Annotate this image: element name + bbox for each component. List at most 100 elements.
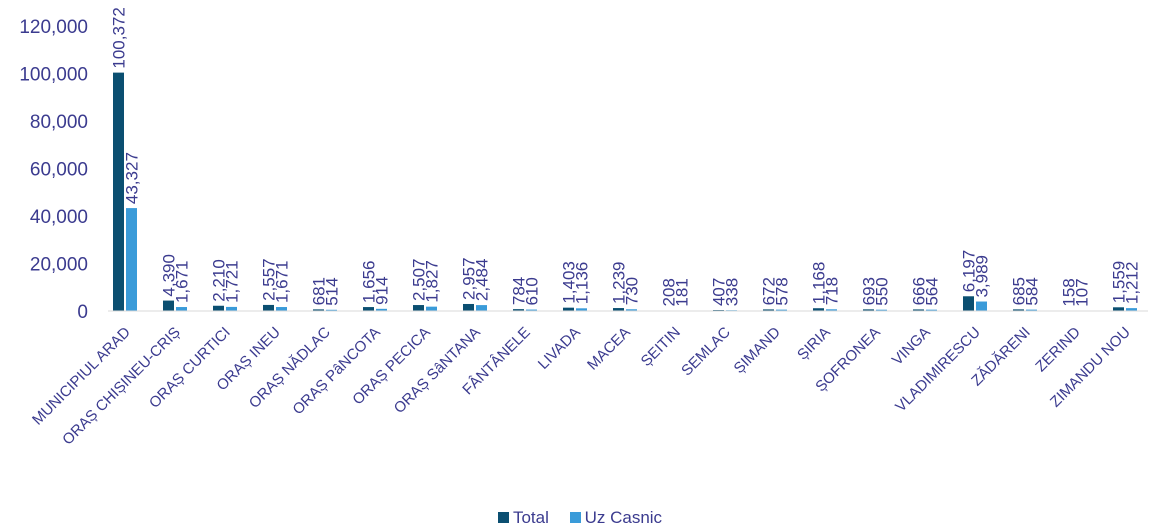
bar-total bbox=[563, 307, 574, 311]
data-label-total: 2,957 bbox=[460, 257, 479, 300]
bar-uz-casnic bbox=[426, 306, 437, 311]
data-label-total: 100,372 bbox=[110, 7, 129, 68]
data-label-total: 2,210 bbox=[210, 259, 229, 302]
data-label-total: 158 bbox=[1060, 278, 1079, 306]
x-tick-label: ȘIMAND bbox=[731, 324, 784, 377]
bar-total bbox=[313, 309, 324, 311]
bar-total bbox=[813, 308, 824, 311]
bar-total bbox=[513, 309, 524, 311]
bar-uz-casnic bbox=[326, 309, 337, 311]
data-label-uz-casnic: 564 bbox=[923, 277, 942, 305]
data-label-uz-casnic: 181 bbox=[673, 278, 692, 306]
legend-swatch-total bbox=[497, 512, 509, 523]
bar-uz-casnic bbox=[576, 308, 587, 311]
bars bbox=[113, 72, 1137, 311]
bar-uz-casnic bbox=[226, 306, 237, 311]
y-tick-label: 40,000 bbox=[30, 207, 88, 228]
bar-uz-casnic bbox=[1026, 309, 1037, 311]
bar-uz-casnic bbox=[926, 309, 937, 311]
bar-uz-casnic bbox=[276, 307, 287, 311]
data-label-uz-casnic: 550 bbox=[873, 277, 892, 305]
bar-uz-casnic bbox=[876, 309, 887, 311]
data-label-total: 407 bbox=[710, 278, 729, 306]
data-label-total: 6,197 bbox=[960, 250, 979, 293]
data-label-uz-casnic: 338 bbox=[723, 278, 742, 306]
y-tick-label: 20,000 bbox=[30, 255, 88, 276]
bar-total bbox=[1013, 309, 1024, 311]
legend: Total Uz Casnic bbox=[0, 508, 1160, 528]
legend-swatch-uz-casnic bbox=[569, 512, 581, 523]
data-label-total: 693 bbox=[860, 277, 879, 305]
bar-uz-casnic bbox=[626, 309, 637, 311]
data-label-total: 1,656 bbox=[360, 261, 379, 304]
data-label-uz-casnic: 43,327 bbox=[123, 152, 142, 204]
bar-total bbox=[163, 300, 174, 311]
data-label-uz-casnic: 718 bbox=[823, 277, 842, 305]
bar-uz-casnic bbox=[776, 309, 787, 311]
bar-uz-casnic bbox=[526, 309, 537, 311]
data-label-uz-casnic: 2,484 bbox=[473, 259, 492, 302]
data-label-uz-casnic: 914 bbox=[373, 276, 392, 304]
data-label-total: 784 bbox=[510, 277, 529, 305]
data-label-uz-casnic: 578 bbox=[773, 277, 792, 305]
bar-chart: 020,00040,00060,00080,000100,000120,000 … bbox=[19, 7, 1148, 448]
x-tick-label: VINGA bbox=[889, 324, 934, 369]
bar-uz-casnic bbox=[376, 308, 387, 311]
data-label-uz-casnic: 1,671 bbox=[173, 260, 192, 303]
data-label-uz-casnic: 1,136 bbox=[573, 262, 592, 305]
data-label-total: 681 bbox=[310, 277, 329, 305]
x-tick-label: ȘEITIN bbox=[638, 324, 684, 370]
y-tick-label: 80,000 bbox=[30, 112, 88, 133]
bar-total bbox=[913, 309, 924, 311]
data-label-uz-casnic: 610 bbox=[523, 277, 542, 305]
x-tick-label: ȘIRIA bbox=[794, 324, 834, 364]
y-tick-label: 120,000 bbox=[19, 17, 88, 38]
data-label-uz-casnic: 1,671 bbox=[273, 260, 292, 303]
y-tick-label: 60,000 bbox=[30, 160, 88, 181]
data-label-total: 1,168 bbox=[810, 262, 829, 305]
bar-uz-casnic bbox=[126, 208, 137, 311]
data-label-total: 1,559 bbox=[1110, 261, 1129, 304]
bar-total bbox=[863, 309, 874, 311]
bar-total bbox=[963, 296, 974, 311]
data-label-total: 2,557 bbox=[260, 258, 279, 301]
legend-item-total: Total bbox=[497, 508, 549, 528]
data-label-total: 1,239 bbox=[610, 262, 629, 305]
y-tick-label: 0 bbox=[77, 302, 88, 323]
bar-total bbox=[263, 304, 274, 311]
x-tick-label: MACEA bbox=[584, 324, 634, 374]
x-tick-label: SEMLAC bbox=[678, 324, 734, 380]
data-label-total: 672 bbox=[760, 277, 779, 305]
bar-uz-casnic bbox=[1126, 308, 1137, 311]
bar-total bbox=[413, 305, 424, 311]
data-label-total: 685 bbox=[1010, 277, 1029, 305]
x-tick-label: LIVADA bbox=[535, 324, 584, 373]
data-label-uz-casnic: 1,827 bbox=[423, 260, 442, 303]
data-label-uz-casnic: 1,212 bbox=[1123, 262, 1142, 305]
data-label-uz-casnic: 730 bbox=[623, 277, 642, 305]
data-label-uz-casnic: 584 bbox=[1023, 277, 1042, 305]
legend-item-uz-casnic: Uz Casnic bbox=[569, 508, 663, 528]
x-tick-label: ORAȘ PâNCOTA bbox=[289, 324, 383, 418]
bar-total bbox=[763, 309, 774, 311]
bar-total bbox=[613, 308, 624, 311]
bar-total bbox=[113, 72, 124, 311]
bar-uz-casnic bbox=[976, 301, 987, 311]
data-label-uz-casnic: 1,721 bbox=[223, 260, 242, 303]
data-label-total: 1,403 bbox=[560, 261, 579, 304]
data-label-uz-casnic: 514 bbox=[323, 277, 342, 305]
data-label-total: 666 bbox=[910, 277, 929, 305]
y-tick-label: 100,000 bbox=[19, 65, 88, 86]
y-axis: 0 20,000 40,000 60,000 80,000 100,000 120,000 bbox=[19, 17, 88, 323]
data-label-total: 2,507 bbox=[410, 258, 429, 301]
bar-uz-casnic bbox=[826, 309, 837, 311]
legend-label-uz-casnic: Uz Casnic bbox=[584, 508, 663, 527]
bar-total bbox=[363, 307, 374, 311]
x-tick-label: ORAȘ SâNTANA bbox=[391, 324, 484, 417]
legend-label-total: Total bbox=[512, 508, 549, 527]
bar-total bbox=[463, 303, 474, 311]
bar-uz-casnic bbox=[176, 307, 187, 311]
bar-uz-casnic bbox=[476, 305, 487, 311]
